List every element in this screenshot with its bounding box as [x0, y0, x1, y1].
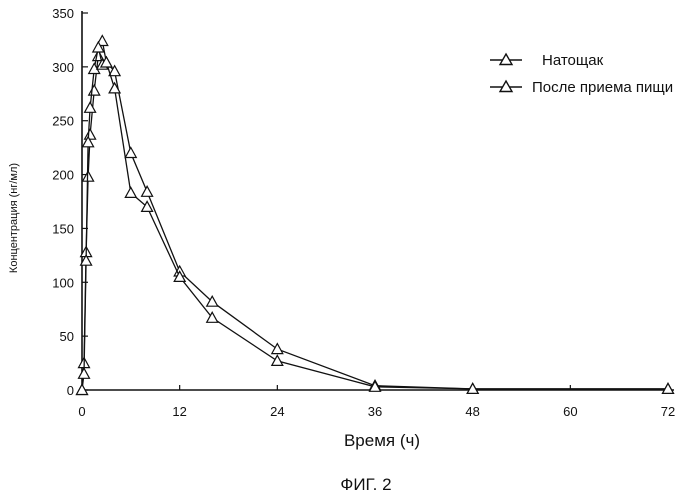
x-tick-label: 72 — [661, 404, 675, 419]
x-tick-label: 12 — [172, 404, 186, 419]
x-tick-label: 60 — [563, 404, 577, 419]
data-point-triangle — [142, 186, 153, 196]
y-tick-label: 300 — [52, 60, 74, 75]
data-point-triangle — [85, 129, 96, 139]
y-axis-label: Концентрация (нг/мл) — [8, 163, 20, 273]
y-tick-label: 0 — [67, 383, 74, 398]
y-tick-label: 50 — [60, 329, 74, 344]
data-point-triangle — [125, 148, 136, 158]
y-tick-label: 150 — [52, 221, 74, 236]
data-point-triangle — [272, 355, 283, 365]
series-line — [82, 48, 668, 391]
y-tick-label: 200 — [52, 168, 74, 183]
data-point-triangle — [79, 368, 90, 378]
legend-marker-series-1 — [500, 54, 512, 65]
x-axis-label: Время (ч) — [344, 431, 420, 450]
legend-label-series-2: После приема пищи — [532, 79, 673, 96]
figure-caption: ФИГ. 2 — [340, 475, 391, 494]
x-tick-label: 0 — [78, 404, 85, 419]
y-tick-label: 350 — [52, 6, 74, 21]
data-point-triangle — [85, 102, 96, 112]
x-tick-label: 48 — [465, 404, 479, 419]
x-tick-label: 24 — [270, 404, 284, 419]
data-point-triangle — [89, 85, 100, 95]
y-tick-label: 250 — [52, 114, 74, 129]
data-point-triangle — [272, 344, 283, 354]
legend: Натощак После приема пищи — [490, 52, 673, 96]
legend-label-series-1: Натощак — [542, 52, 604, 69]
legend-marker-series-2 — [500, 81, 512, 92]
data-point-triangle — [125, 187, 136, 197]
y-tick-label: 100 — [52, 275, 74, 290]
x-tick-label: 36 — [368, 404, 382, 419]
